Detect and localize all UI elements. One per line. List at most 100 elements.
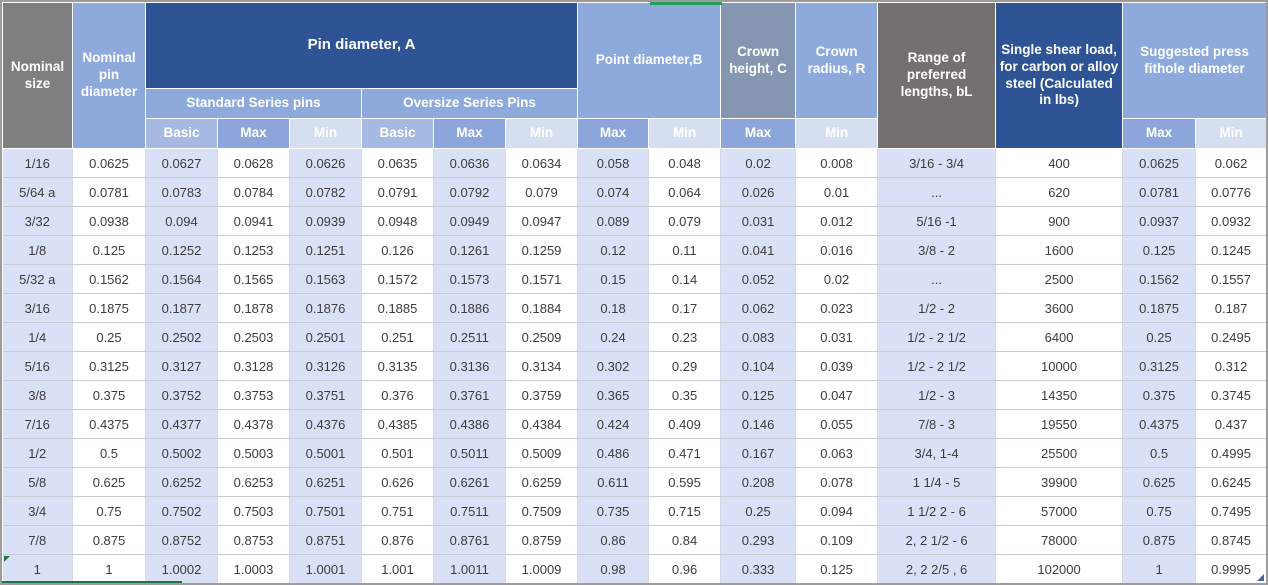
cell-range_of_lengths: ... [877,177,997,207]
cell-standard_max: 0.7503 [217,496,290,526]
cell-crown_height_max: 0.104 [720,351,797,381]
cell-press_fit_max: 0.625 [1122,467,1197,497]
cell-single_shear_load: 1600 [995,235,1124,265]
cell-standard_basic: 0.6252 [145,467,218,497]
cell-single_shear_load: 3600 [995,293,1124,323]
cell-standard_min: 0.6251 [289,467,362,497]
cell-oversize_min: 0.5009 [505,438,579,468]
cell-press_fit_min: 0.3745 [1195,380,1266,410]
cell-crown_radius_min: 0.016 [795,235,879,265]
cell-crown_radius_min: 0.047 [795,380,879,410]
cell-nominal_size: 1 [2,554,73,583]
cell-nominal_size: 1/8 [2,235,73,265]
cell-press_fit_max: 0.375 [1122,380,1197,410]
cell-standard_min: 0.3126 [289,351,362,381]
cell-crown_radius_min: 0.008 [795,148,879,178]
cell-crown_radius_min: 0.01 [795,177,879,207]
cell-press_fit_min: 0.0932 [1195,206,1266,236]
cell-range_of_lengths: 7/8 - 3 [877,409,997,439]
header-crown-height-c: Crown height, C [720,2,797,119]
cell-standard_basic: 1.0002 [145,554,218,583]
cell-single_shear_load: 6400 [995,322,1124,352]
cell-oversize_basic: 0.4385 [361,409,434,439]
header-oversize-series: Oversize Series Pins [360,88,579,119]
cell-oversize_min: 0.8759 [505,525,579,555]
cell-crown_radius_min: 0.023 [795,293,879,323]
cell-nominal_pin_diameter: 0.4375 [72,409,146,439]
cell-crown_height_max: 0.031 [720,206,797,236]
cell-nominal_size: 1/4 [2,322,73,352]
cell-crown_height_max: 0.052 [720,264,797,294]
cell-single_shear_load: 900 [995,206,1124,236]
cell-crown_radius_min: 0.02 [795,264,879,294]
table-row: 5/8 0.625 0.6252 0.6253 0.6251 0.626 0.6261 0.6… [2,467,1266,497]
cell-press_fit_min: 0.4995 [1195,438,1266,468]
cell-point_min: 0.29 [648,351,722,381]
cell-range_of_lengths: 2, 2 2/5 , 6 [877,554,997,583]
cell-standard_basic: 0.094 [145,206,218,236]
cell-nominal_size: 3/32 [2,206,73,236]
cell-standard_min: 1.0001 [289,554,362,583]
table-body: 1/16 0.0625 0.0627 0.0628 0.0626 0.0635 0.0636… [2,148,1266,583]
cell-single_shear_load: 620 [995,177,1124,207]
cell-oversize_max: 0.4386 [433,409,506,439]
cell-nominal_pin_diameter: 1 [72,554,146,583]
cell-range_of_lengths: 1/2 - 3 [877,380,997,410]
header-nominal-pin-diameter: Nominal pin diameter [72,2,146,149]
table-row: 1/16 0.0625 0.0627 0.0628 0.0626 0.0635 0.0636… [2,148,1266,178]
cell-range_of_lengths: 2, 2 1/2 - 6 [877,525,997,555]
subheader-max-6: Max [577,118,650,149]
cell-nominal_size: 1/2 [2,438,73,468]
cell-point_min: 0.079 [648,206,722,236]
cell-press_fit_max: 0.0937 [1122,206,1197,236]
cell-oversize_max: 0.6261 [433,467,506,497]
cell-oversize_max: 0.7511 [433,496,506,526]
header-point-diameter-b: Point diameter,B [577,2,722,119]
cell-crown_height_max: 0.25 [720,496,797,526]
green-bottom-border [2,581,182,583]
cell-point_max: 0.486 [577,438,650,468]
table-row: 1/8 0.125 0.1252 0.1253 0.1251 0.126 0.1261 0.1… [2,235,1266,265]
cell-standard_basic: 0.1252 [145,235,218,265]
cell-nominal_pin_diameter: 0.3125 [72,351,146,381]
cell-standard_min: 0.8751 [289,525,362,555]
cell-nominal_pin_diameter: 0.75 [72,496,146,526]
cell-point_max: 0.98 [577,554,650,583]
cell-crown_height_max: 0.026 [720,177,797,207]
cell-oversize_min: 0.079 [505,177,579,207]
cell-oversize_max: 0.3136 [433,351,506,381]
cell-standard_min: 0.7501 [289,496,362,526]
subheader-min-5: Min [504,118,579,149]
cell-single_shear_load: 25500 [995,438,1124,468]
cell-crown_radius_min: 0.094 [795,496,879,526]
cell-crown_radius_min: 0.031 [795,322,879,352]
cell-error-indicator-icon [4,556,10,562]
cell-range_of_lengths: 3/16 - 3/4 [877,148,997,178]
cell-oversize_max: 1.0011 [433,554,506,583]
cell-crown_radius_min: 0.109 [795,525,879,555]
cell-standard_basic: 0.4377 [145,409,218,439]
cell-oversize_basic: 0.0791 [361,177,434,207]
table-header: Nominal size Nominal pin diameter Pin di… [2,2,1266,149]
cell-nominal_pin_diameter: 0.0625 [72,148,146,178]
cell-point_max: 0.074 [577,177,650,207]
cell-oversize_max: 0.8761 [433,525,506,555]
cell-press_fit_min: 0.0776 [1195,177,1266,207]
green-selection-strip [650,2,722,5]
header-row-3: Basic Max Min Basic Max Min Max Min Max Min Max Min [3,118,1266,149]
cell-range_of_lengths: 5/16 -1 [877,206,997,236]
cell-nominal_size: 5/16 [2,351,73,381]
cell-nominal_size: 5/8 [2,467,73,497]
cell-point_max: 0.424 [577,409,650,439]
fill-handle-corner-icon [1257,574,1264,581]
cell-press_fit_min: 0.312 [1195,351,1266,381]
cell-oversize_max: 0.3761 [433,380,506,410]
cell-standard_min: 0.1563 [289,264,362,294]
subheader-min-9: Min [795,118,879,149]
cell-nominal_pin_diameter: 0.375 [72,380,146,410]
cell-press_fit_min: 0.062 [1195,148,1266,178]
table-row: 5/64 a 0.0781 0.0783 0.0784 0.0782 0.0791 0.07… [2,177,1266,207]
cell-crown_radius_min: 0.125 [795,554,879,583]
cell-point_max: 0.735 [577,496,650,526]
